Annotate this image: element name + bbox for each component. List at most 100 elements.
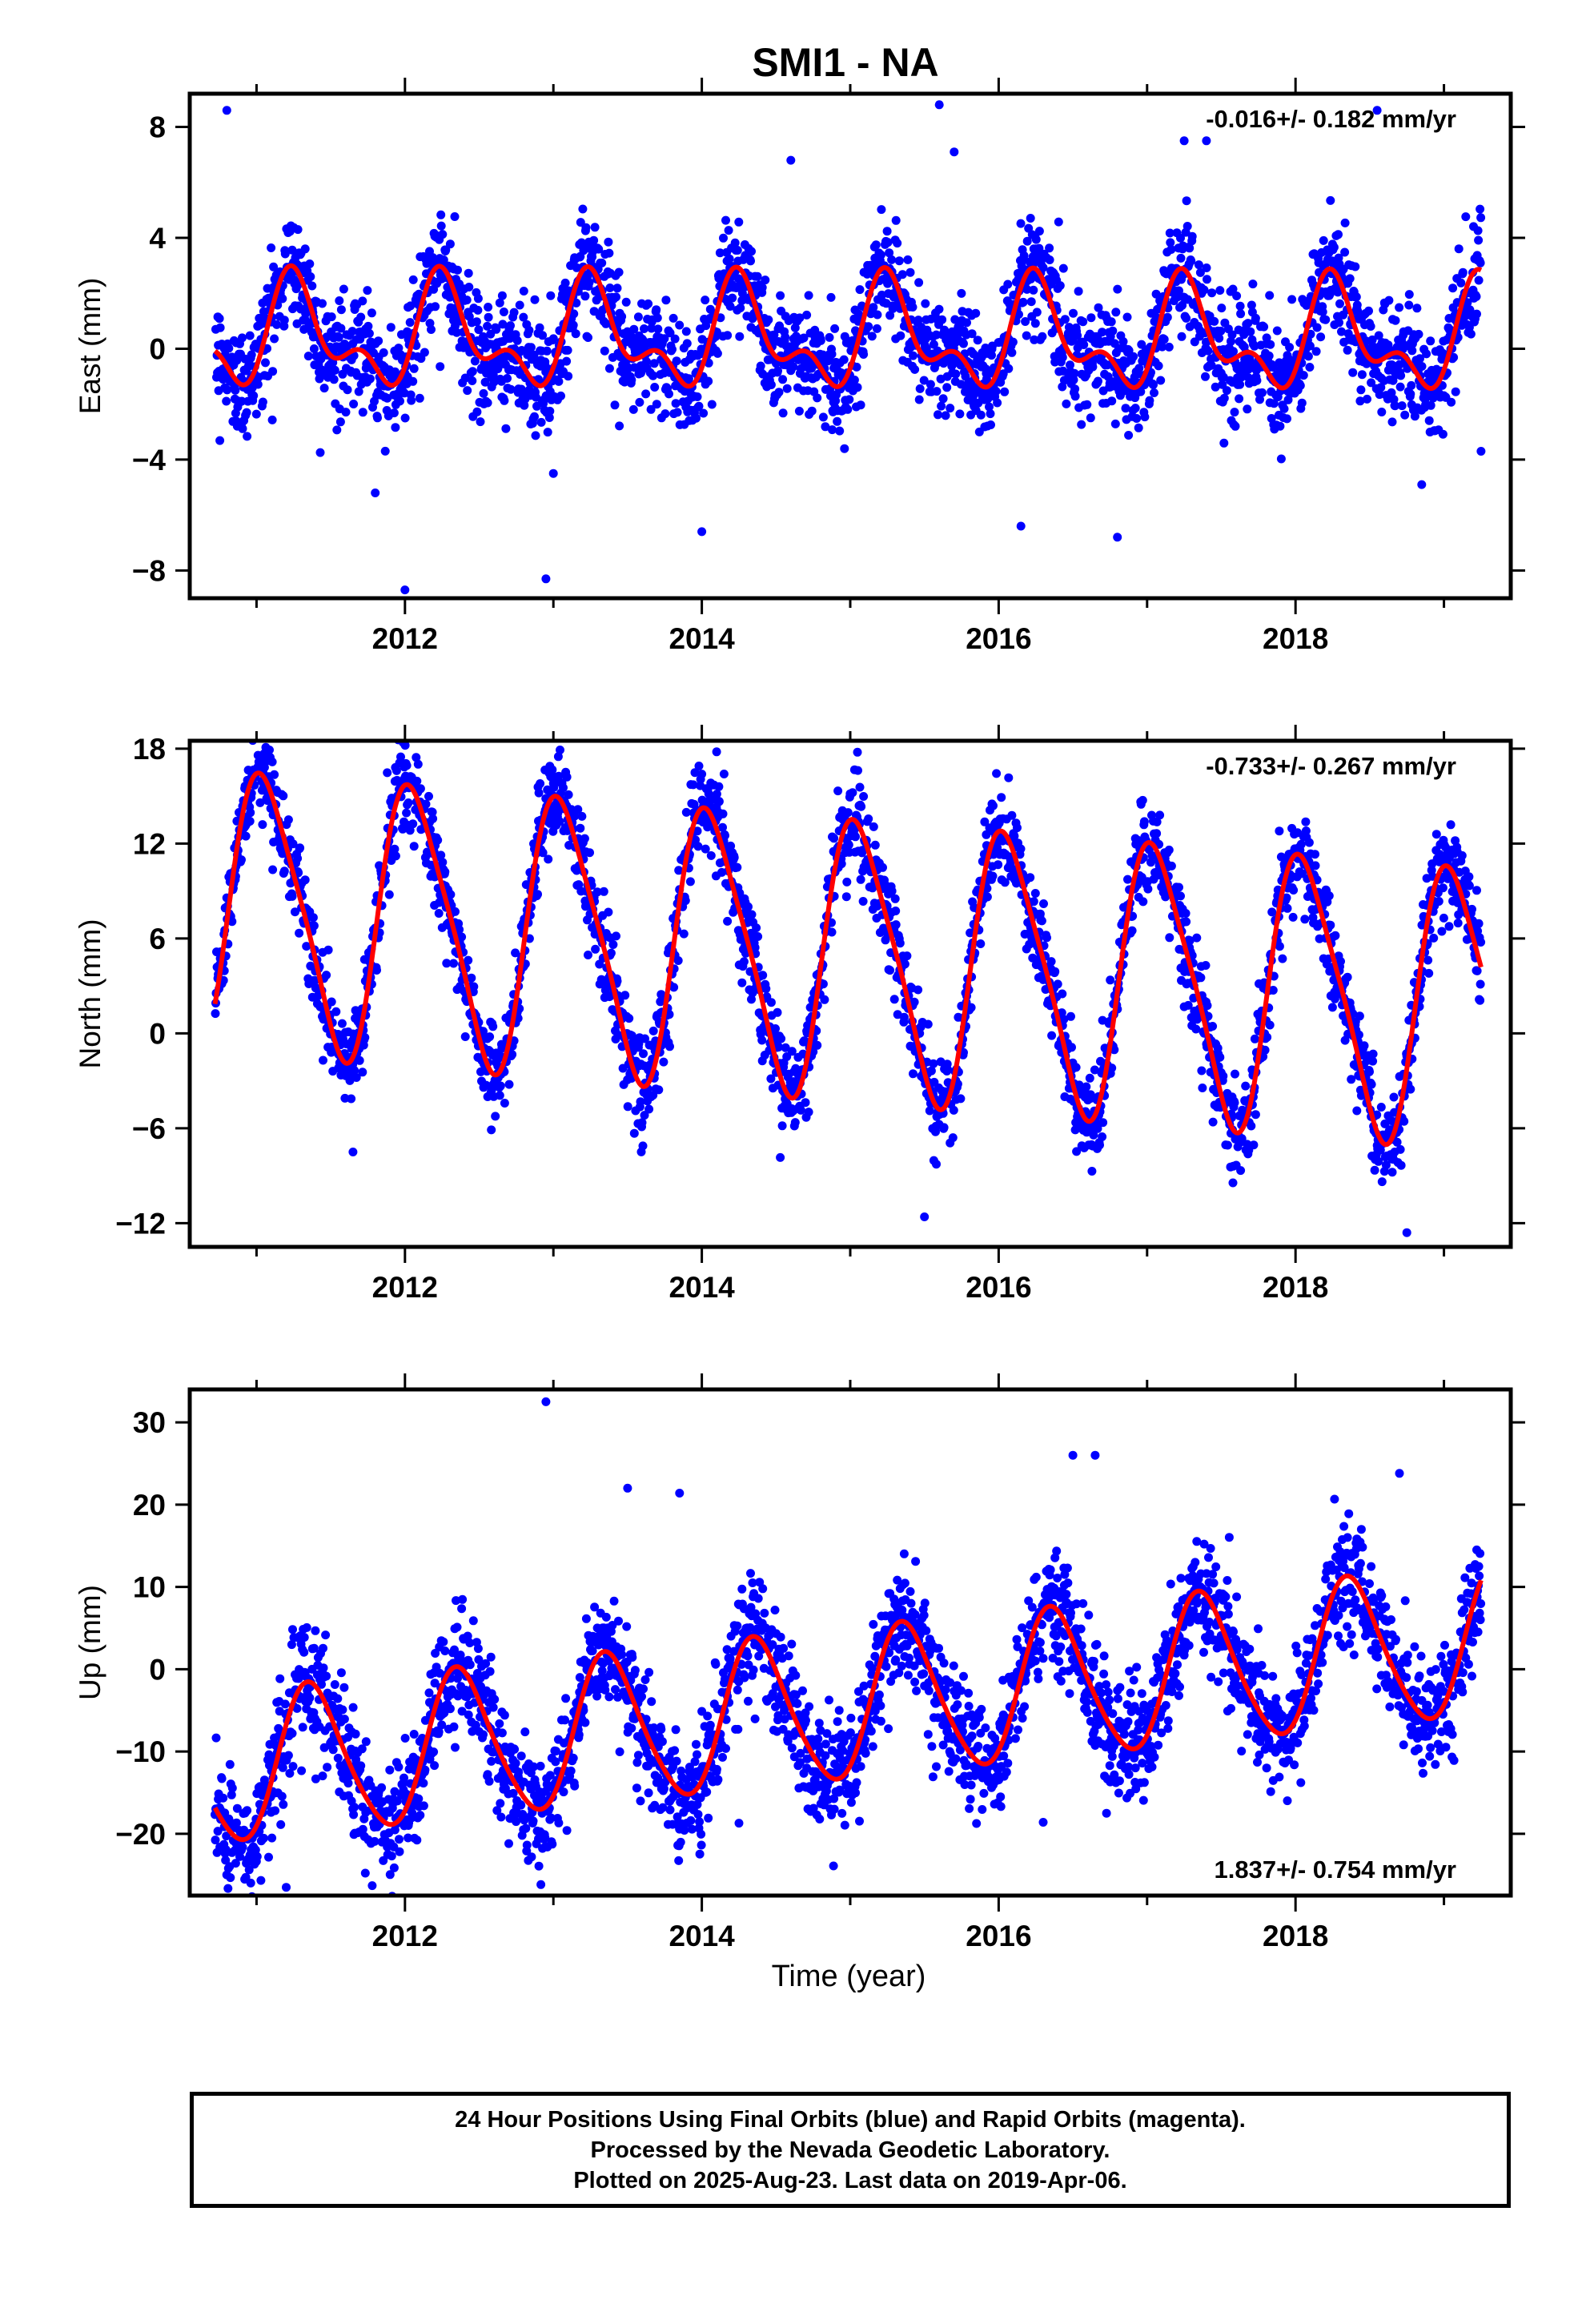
data-point bbox=[222, 396, 231, 406]
data-point bbox=[864, 814, 873, 823]
data-point bbox=[1404, 300, 1414, 310]
data-point bbox=[1123, 875, 1132, 884]
data-point bbox=[467, 973, 476, 983]
data-point bbox=[893, 1010, 902, 1019]
data-point bbox=[813, 1040, 822, 1050]
data-point bbox=[1182, 313, 1191, 323]
data-point bbox=[1355, 396, 1365, 406]
x-tick-label: 2016 bbox=[966, 622, 1031, 655]
data-point bbox=[1476, 213, 1486, 223]
data-point bbox=[642, 357, 652, 367]
data-point bbox=[327, 312, 336, 322]
data-point bbox=[584, 951, 592, 959]
data-point bbox=[900, 959, 909, 969]
data-point bbox=[1138, 897, 1148, 907]
data-point bbox=[524, 934, 534, 943]
data-point bbox=[436, 362, 445, 372]
data-point bbox=[994, 860, 1003, 870]
data-point bbox=[675, 320, 685, 330]
y-axis-label-east: East (mm) bbox=[74, 278, 106, 415]
data-point bbox=[1130, 404, 1140, 413]
data-point bbox=[661, 296, 671, 305]
data-point bbox=[612, 931, 620, 941]
data-point bbox=[853, 747, 862, 757]
data-point bbox=[349, 400, 359, 408]
data-point bbox=[712, 790, 721, 798]
data-point bbox=[283, 815, 293, 825]
data-point bbox=[524, 326, 534, 335]
data-point bbox=[640, 1111, 649, 1120]
data-point bbox=[1321, 315, 1331, 324]
data-point bbox=[1227, 330, 1237, 340]
data-point bbox=[457, 932, 467, 942]
data-point bbox=[827, 927, 837, 937]
data-point bbox=[215, 323, 225, 332]
data-point bbox=[1391, 401, 1399, 411]
data-point bbox=[1272, 326, 1282, 336]
data-point bbox=[1007, 348, 1017, 357]
data-point bbox=[460, 373, 470, 383]
data-point bbox=[835, 426, 845, 436]
data-point bbox=[795, 313, 805, 323]
data-point bbox=[407, 396, 416, 405]
data-point bbox=[265, 746, 274, 754]
data-point bbox=[1026, 214, 1035, 223]
data-point bbox=[574, 880, 584, 890]
data-point bbox=[533, 890, 542, 899]
data-point bbox=[347, 1094, 356, 1104]
data-point bbox=[1305, 363, 1315, 372]
data-point bbox=[833, 416, 842, 426]
data-point bbox=[1164, 342, 1174, 352]
fit-line-east bbox=[213, 263, 1483, 392]
data-point bbox=[628, 404, 638, 414]
data-point bbox=[887, 887, 897, 896]
data-point bbox=[612, 292, 620, 302]
data-point bbox=[434, 909, 444, 918]
data-point bbox=[450, 212, 460, 221]
data-point bbox=[1159, 335, 1169, 344]
data-point bbox=[1182, 222, 1192, 231]
data-point bbox=[938, 315, 947, 324]
data-point bbox=[267, 415, 277, 424]
data-point bbox=[1219, 393, 1229, 403]
data-point bbox=[305, 259, 315, 268]
data-point bbox=[842, 877, 852, 887]
data-point bbox=[408, 376, 418, 386]
data-point bbox=[538, 848, 548, 858]
data-point bbox=[867, 332, 877, 341]
data-point bbox=[584, 333, 592, 342]
data-point bbox=[250, 724, 259, 733]
data-point bbox=[826, 292, 836, 302]
data-point bbox=[1066, 360, 1074, 370]
data-point bbox=[1086, 413, 1095, 423]
data-point bbox=[660, 334, 669, 344]
data-point bbox=[1058, 263, 1068, 273]
data-point bbox=[909, 997, 919, 1007]
data-point bbox=[1062, 399, 1071, 408]
data-point bbox=[1318, 308, 1327, 316]
data-point bbox=[761, 984, 771, 994]
data-point bbox=[756, 361, 765, 371]
data-point bbox=[1265, 291, 1275, 300]
data-point bbox=[1016, 219, 1026, 228]
data-point bbox=[405, 318, 415, 328]
data-point bbox=[402, 808, 412, 818]
data-point bbox=[1178, 300, 1187, 310]
data-point bbox=[530, 295, 540, 304]
data-point bbox=[1202, 263, 1211, 272]
data-point bbox=[856, 400, 865, 410]
data-point bbox=[859, 792, 869, 801]
data-point bbox=[980, 817, 990, 826]
data-point-outlier bbox=[1476, 447, 1486, 456]
data-point bbox=[1283, 395, 1293, 404]
data-point bbox=[462, 296, 472, 305]
data-point bbox=[420, 348, 429, 357]
data-point bbox=[737, 288, 747, 298]
data-point bbox=[787, 1047, 797, 1056]
data-point bbox=[1476, 204, 1485, 214]
data-point bbox=[279, 791, 288, 801]
data-point bbox=[1095, 1140, 1104, 1150]
data-point bbox=[1071, 1063, 1081, 1072]
data-point bbox=[267, 757, 277, 766]
data-point bbox=[890, 894, 900, 903]
